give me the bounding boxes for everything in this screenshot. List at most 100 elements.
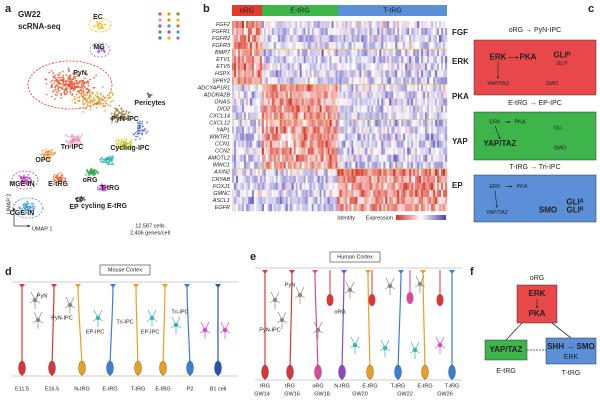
heatmap-cell (445, 56, 448, 64)
heatmap-cell (395, 126, 398, 134)
heatmap-cell (367, 21, 370, 29)
heatmap-cell (425, 105, 428, 113)
heatmap-cell (313, 168, 316, 177)
umap-dot (140, 131, 143, 134)
heatmap-cell (443, 140, 446, 148)
heatmap-cell (319, 126, 322, 134)
heatmap-cell (243, 105, 247, 113)
heatmap-cell (263, 161, 267, 169)
heatmap-cell (249, 175, 253, 184)
heatmap-cell (417, 21, 420, 29)
heatmap-cell (419, 56, 422, 64)
heatmap-cell (383, 147, 386, 155)
heatmap-cell (445, 35, 448, 43)
umap-dot (23, 212, 26, 215)
umap-dot (71, 133, 73, 136)
heatmap-cell (395, 21, 398, 29)
heatmap-cell (293, 84, 296, 92)
heatmap-cell (411, 126, 414, 134)
heatmap-cell (365, 56, 368, 64)
heatmap-cell (387, 140, 390, 148)
heatmap-cell (237, 42, 241, 50)
umap-dot (85, 107, 88, 110)
group-bar (262, 5, 338, 16)
umap-dot (99, 91, 102, 94)
heatmap-cell (323, 175, 326, 184)
heatmap-cell (299, 168, 302, 177)
heatmap-cell (303, 70, 306, 78)
heatmap-cell (391, 21, 394, 29)
heatmap-cell (351, 196, 354, 205)
heatmap-cell (279, 175, 282, 184)
heatmap-cell (235, 70, 239, 78)
heatmap-cell (315, 77, 318, 85)
heatmap-cell (441, 35, 444, 43)
heatmap-cell (383, 175, 386, 184)
heatmap-cell (341, 98, 344, 106)
heatmap-cell (403, 70, 406, 78)
heatmap-cell (317, 154, 320, 162)
heatmap-cell (267, 161, 271, 169)
heatmap-cell (237, 21, 241, 29)
heatmap-cell (351, 133, 354, 141)
heatmap-cell (443, 21, 446, 29)
heatmap-cell (361, 189, 364, 198)
heatmap-cell (309, 63, 312, 71)
umap-dot (108, 155, 111, 158)
gene-label: ETV5 (216, 64, 231, 70)
heatmap-cell (311, 175, 314, 184)
heatmap-cell (397, 91, 400, 99)
heatmap-cell (359, 63, 362, 71)
umap-dot (89, 172, 91, 175)
heatmap-cell (253, 42, 257, 50)
heatmap-cell (329, 35, 332, 43)
heatmap-cell (279, 161, 282, 169)
heatmap-cell (261, 21, 265, 29)
heatmap-cell (337, 182, 340, 191)
umap-dot (51, 148, 54, 151)
heatmap-cell (437, 28, 440, 36)
heatmap-cell (409, 28, 412, 36)
umap-dot (109, 104, 112, 107)
heatmap-cell (431, 182, 434, 191)
heatmap-cell (289, 77, 292, 85)
heatmap-cell (253, 56, 257, 64)
heatmap-cell (395, 49, 398, 57)
heatmap-cell (337, 91, 340, 99)
heatmap-cell (387, 21, 390, 29)
heatmap-cell (343, 189, 346, 198)
heatmap-cell (353, 28, 356, 36)
heatmap-cell (349, 119, 352, 127)
umap-dot (103, 186, 105, 189)
heatmap-cell (343, 140, 346, 148)
umap-dot (58, 178, 61, 181)
heatmap-cell (245, 161, 249, 169)
heatmap-cell (387, 161, 390, 169)
heatmap-cell (359, 28, 362, 36)
heatmap-cell (369, 28, 372, 36)
group-label: oRG (240, 7, 254, 14)
heatmap-cell (345, 133, 348, 141)
heatmap-cell (237, 35, 241, 43)
heatmap-cell (435, 126, 438, 134)
umap-dot (110, 163, 113, 165)
heatmap-cell (295, 140, 298, 148)
heatmap-cell (365, 147, 368, 155)
umap-dot (47, 154, 50, 156)
heatmap-cell (347, 189, 350, 198)
umap-dot (74, 77, 77, 80)
heatmap-cell (245, 21, 249, 29)
heatmap-cell (275, 28, 278, 36)
heatmap-cell (379, 119, 382, 127)
heatmap-cell (359, 182, 362, 191)
heatmap-cell (411, 182, 414, 191)
heatmap-cell (267, 21, 271, 29)
gene-label: CCN1 (215, 142, 230, 148)
heatmap-cell (277, 84, 280, 92)
heatmap-cell (349, 84, 352, 92)
heatmap-cell (355, 119, 358, 127)
heatmap-cell (385, 140, 388, 148)
heatmap-cell (279, 49, 282, 57)
neuron (414, 275, 426, 293)
heatmap-cell (379, 126, 382, 134)
